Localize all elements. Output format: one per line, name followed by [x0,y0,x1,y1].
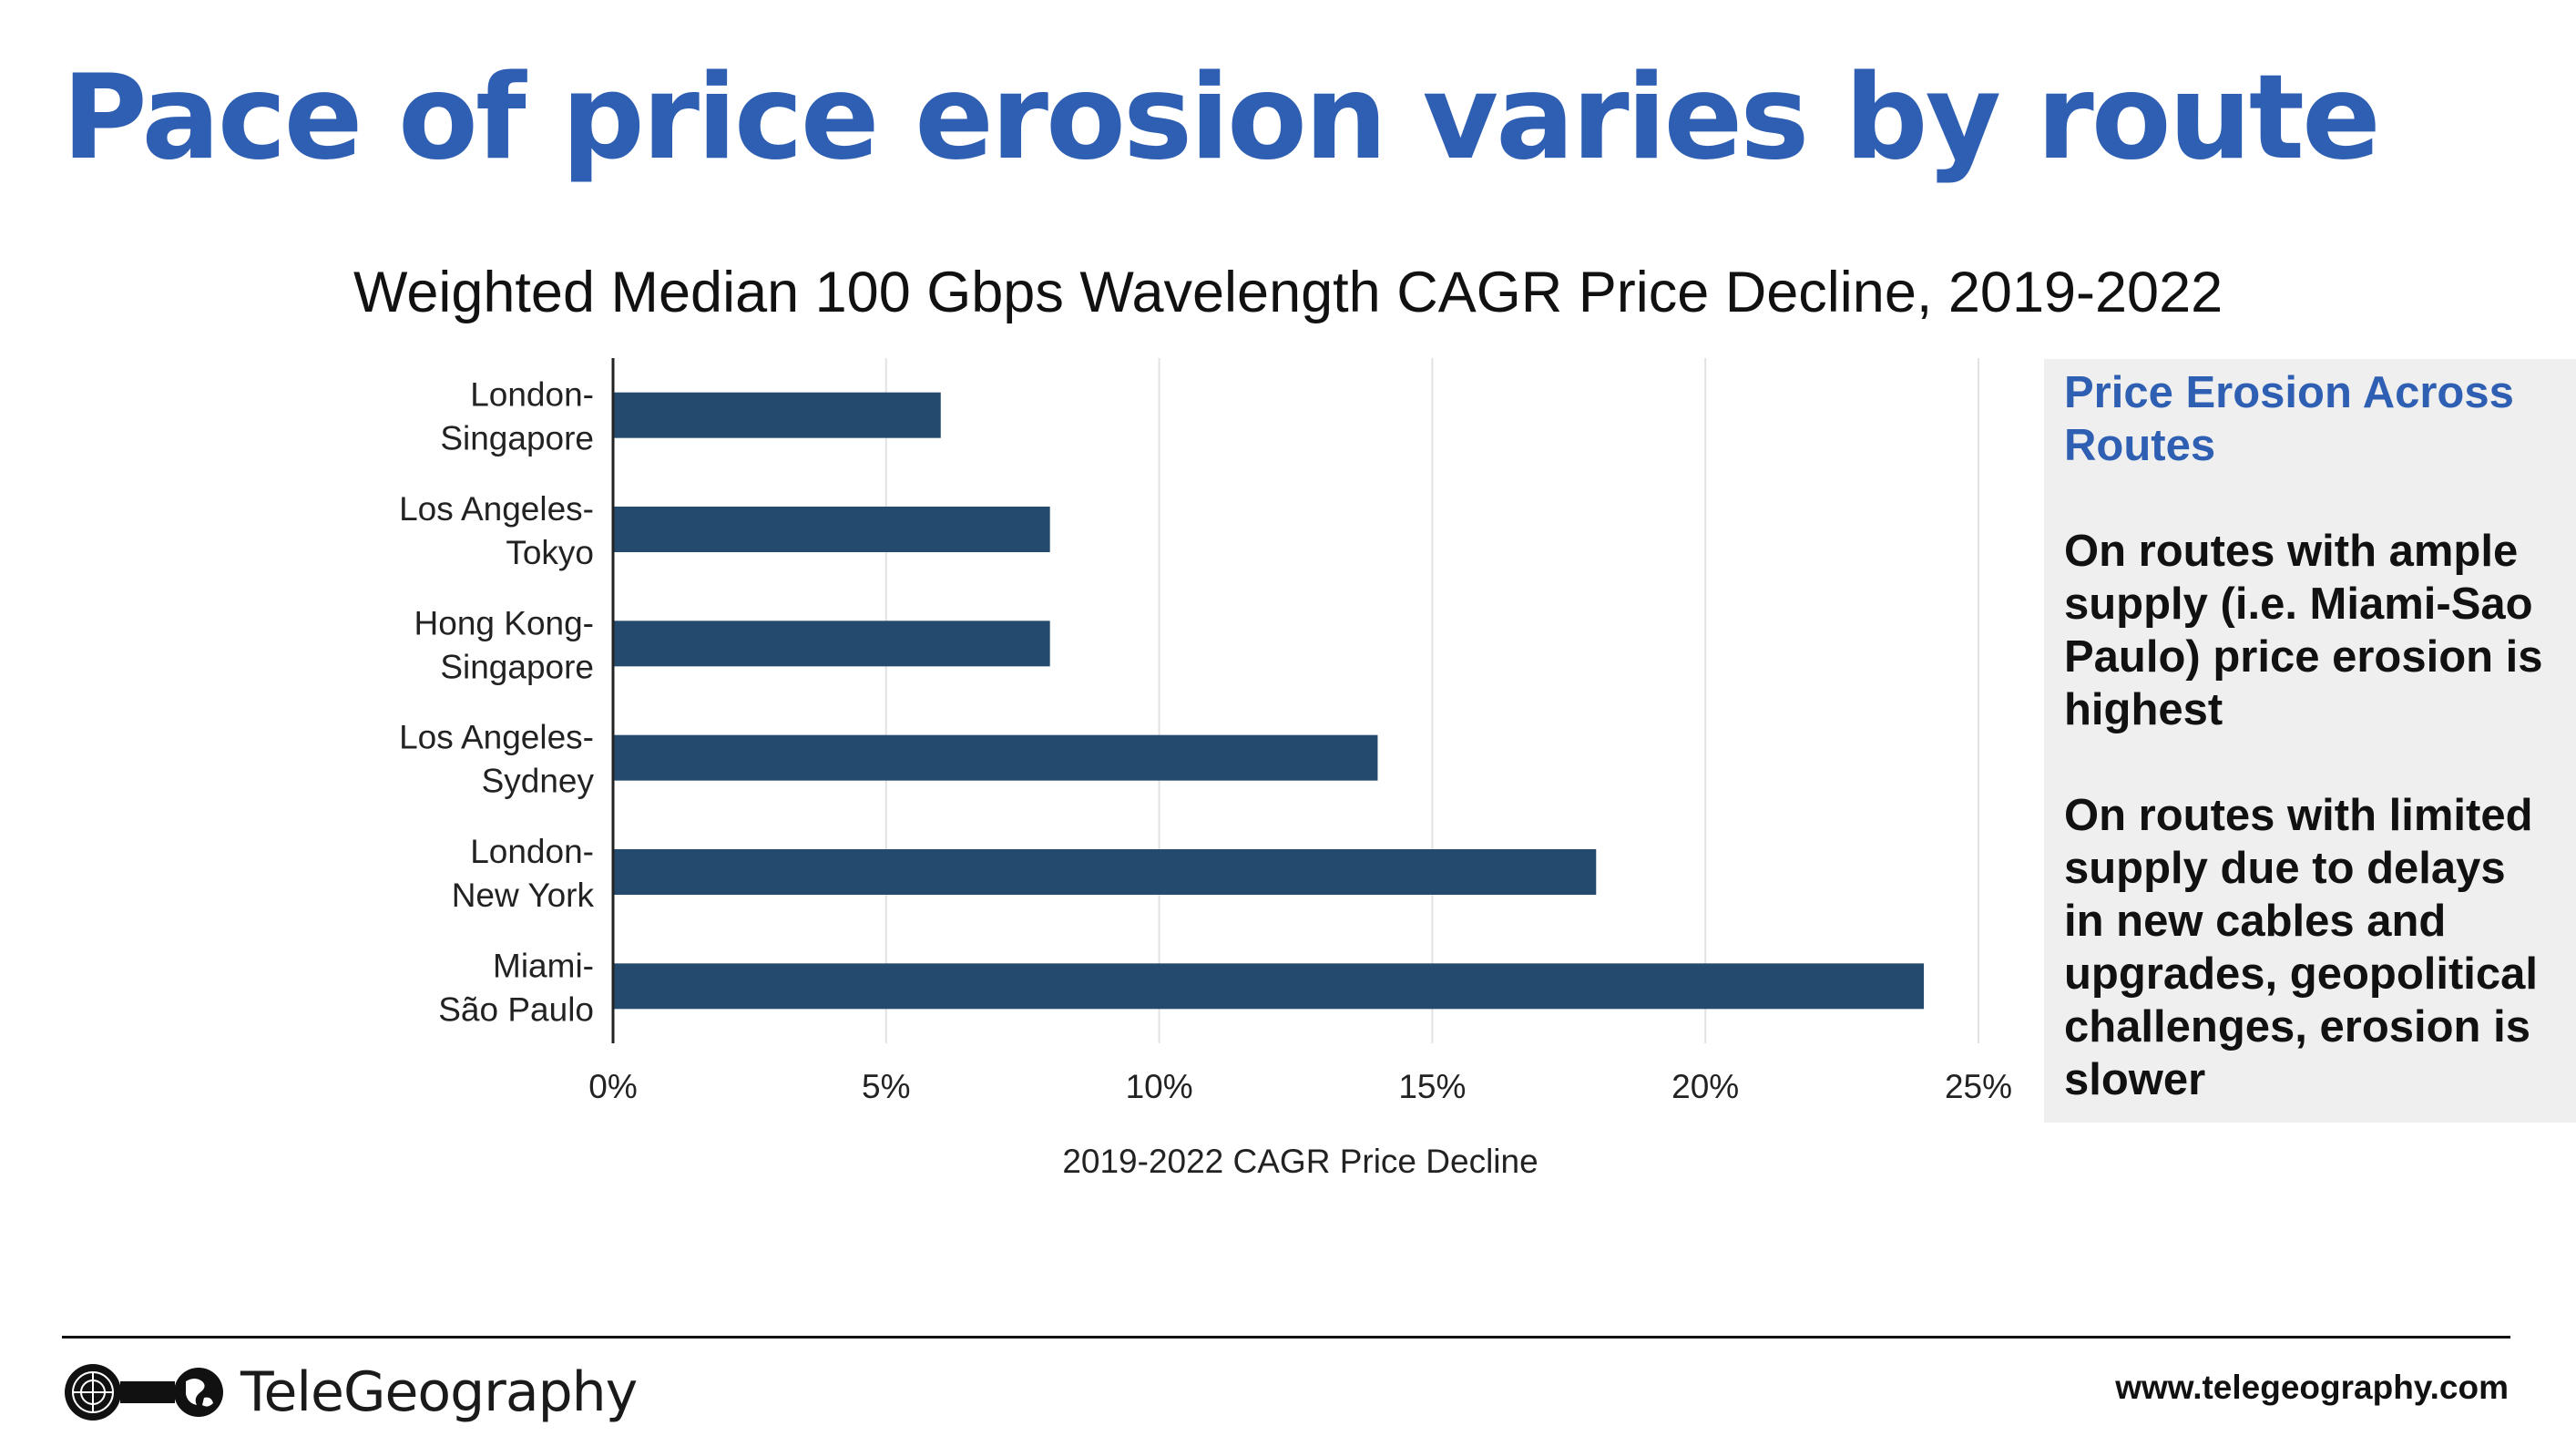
footer-url: www.telegeography.com [2115,1369,2509,1406]
y-tick-label: London- New York [452,833,595,914]
x-tick-label: 15% [1398,1068,1466,1105]
y-tick-label-line: London- [470,376,594,414]
grid-lines [884,358,1979,1043]
bar [613,507,1050,552]
y-tick-label-line: Miami- [493,947,594,984]
y-tick-label-line: Tokyo [506,534,594,571]
y-tick-label-line: São Paulo [438,990,594,1028]
y-tick-label-line: Singapore [440,648,594,685]
y-tick-label-line: Sydney [482,763,595,800]
x-tick-label: 20% [1671,1068,1739,1105]
x-tick-label: 25% [1945,1068,2012,1105]
bar [613,734,1378,781]
insight-heading: Price Erosion Across Routes [2064,368,2514,470]
y-tick-label-line: Los Angeles- [399,490,594,528]
footer-divider [62,1336,2510,1339]
cable-globe-logo-icon [65,1364,223,1421]
y-tick-label-line: Hong Kong- [414,604,594,641]
y-tick-label-line: Los Angeles- [399,719,594,756]
y-tick-label: Los Angeles- Tokyo [399,490,594,571]
x-tick-label: 10% [1126,1068,1193,1105]
x-tick-label: 0% [588,1068,637,1105]
bar-chart: London- Singapore Los Angeles- Tokyo Hong Ko… [399,358,2012,1180]
bar [613,849,1597,895]
y-tick-label: London- Singapore [440,376,594,457]
bar [613,621,1050,667]
insight-paragraph-2: On routes with limited supply due to del… [2064,791,2539,1104]
bar [613,963,1925,1010]
y-tick-label-line: London- [470,833,594,870]
logo-wordmark: TeleGeography [240,1360,638,1424]
x-tick-label: 5% [862,1068,910,1105]
insight-panel: Price Erosion Across Routes On routes wi… [2044,359,2576,1123]
y-tick-labels: London- Singapore Los Angeles- Tokyo Hong Ko… [399,376,594,1029]
bar [613,392,941,438]
y-tick-label: Miami- São Paulo [438,947,594,1028]
telegeography-logo: TeleGeography [62,1358,638,1427]
chart-title: Weighted Median 100 Gbps Wavelength CAGR… [353,261,2223,324]
bar-series [613,392,1925,1010]
y-tick-label-line: New York [452,877,595,914]
slide-title: Pace of price erosion varies by route [62,50,2381,186]
x-axis-title: 2019-2022 CAGR Price Decline [1062,1143,1538,1180]
y-tick-label-line: Singapore [440,420,594,457]
y-tick-label: Los Angeles- Sydney [399,719,594,800]
x-tick-labels: 0% 5% 10% 15% 20% 25% [588,1068,2012,1105]
insight-paragraph-1: On routes with ample supply (i.e. Miami-… [2064,527,2543,734]
y-tick-label: Hong Kong- Singapore [414,604,594,685]
